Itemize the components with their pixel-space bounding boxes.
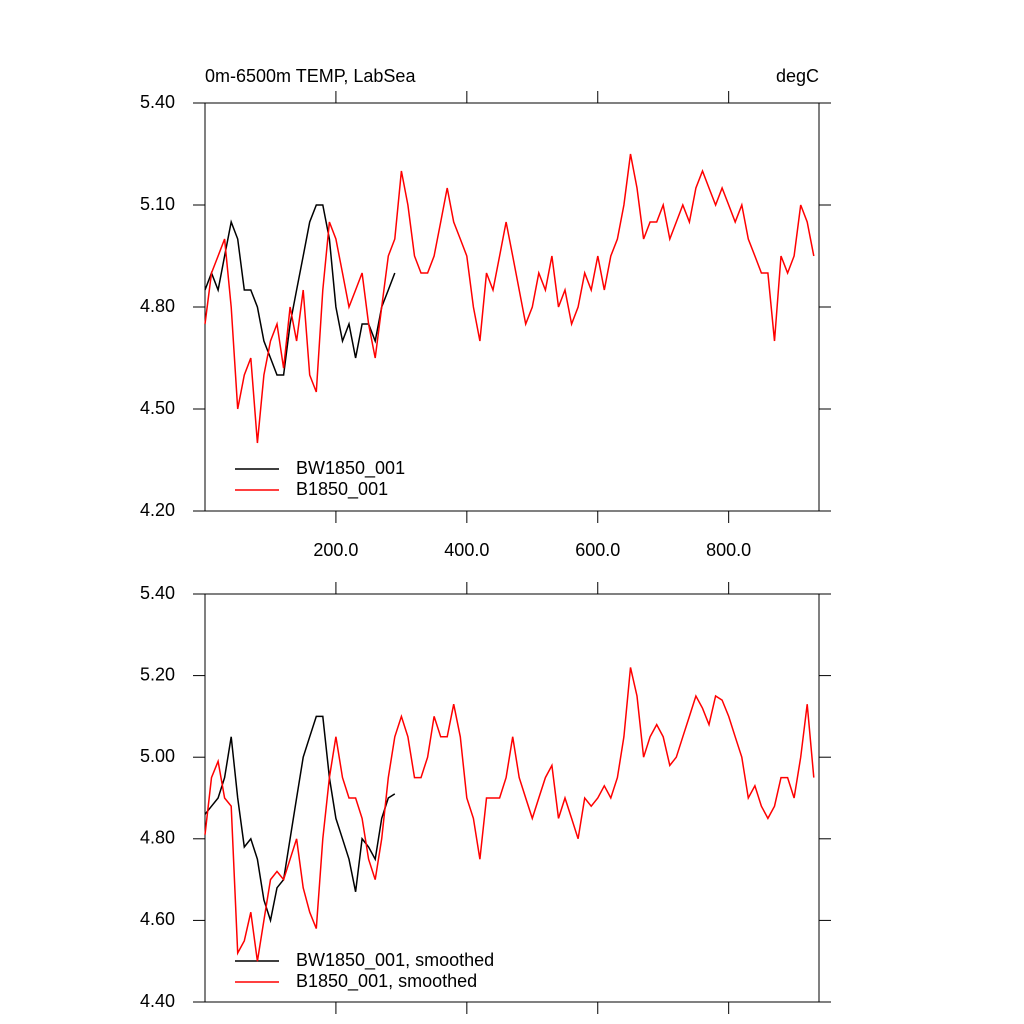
units-label: degC [776, 66, 819, 86]
series-line [204, 204, 396, 376]
legend-label: BW1850_001 [296, 458, 405, 479]
chart-title: 0m-6500m TEMP, LabSea [205, 66, 416, 86]
legend-label: B1850_001 [296, 479, 388, 500]
series-line [204, 153, 815, 444]
legend-label: B1850_001, smoothed [296, 971, 477, 992]
y-tick-label: 4.80 [140, 296, 175, 316]
y-tick-label: 4.40 [140, 991, 175, 1011]
x-tick-label: 800.0 [706, 540, 751, 560]
x-tick-label: 400.0 [444, 540, 489, 560]
legend-label: BW1850_001, smoothed [296, 950, 494, 971]
y-tick-label: 5.10 [140, 194, 175, 214]
y-tick-label: 5.40 [140, 583, 175, 603]
plot-frame [204, 593, 820, 1003]
y-tick-label: 4.20 [140, 500, 175, 520]
y-tick-label: 4.60 [140, 909, 175, 929]
series-line [204, 715, 396, 924]
y-tick-label: 4.50 [140, 398, 175, 418]
y-tick-label: 4.80 [140, 828, 175, 848]
y-tick-label: 5.40 [140, 92, 175, 112]
x-tick-label: 600.0 [575, 540, 620, 560]
y-tick-label: 5.00 [140, 746, 175, 766]
y-tick-label: 5.20 [140, 664, 175, 684]
plot-frame [204, 102, 820, 512]
series-line [204, 667, 815, 962]
x-tick-label: 200.0 [313, 540, 358, 560]
